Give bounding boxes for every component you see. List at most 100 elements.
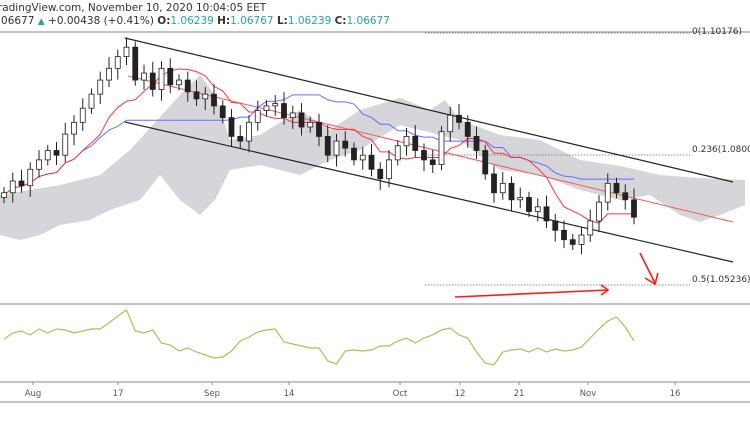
candle[interactable] [482,144,489,180]
candle[interactable] [307,116,314,133]
candle[interactable] [228,109,235,147]
channel-upper-line[interactable] [124,37,734,183]
candle[interactable] [438,126,445,171]
candle[interactable] [298,103,305,136]
triangle-up-icon: ▲ [37,17,45,27]
candle[interactable] [359,146,366,170]
candle[interactable] [263,100,270,117]
candle[interactable] [368,143,375,177]
candle[interactable] [53,142,60,166]
channel-lower-line[interactable] [124,121,734,263]
candle[interactable] [158,61,165,101]
candle-body [62,133,69,156]
candle[interactable] [342,131,349,157]
candle-body [351,147,357,161]
candle[interactable] [246,115,252,153]
candle[interactable] [578,226,585,255]
candle[interactable] [631,188,637,225]
candle[interactable] [272,95,279,116]
candle-body [613,182,620,194]
candle[interactable] [534,198,541,222]
candle[interactable] [132,41,139,86]
candle[interactable] [193,80,200,106]
candle[interactable] [97,71,104,105]
candle[interactable] [316,113,322,147]
candle[interactable] [254,100,261,131]
candle[interactable] [202,87,209,111]
candle[interactable] [281,92,287,125]
candle[interactable] [71,115,77,146]
candle[interactable] [569,234,576,251]
oscillator-line[interactable] [3,309,635,366]
candle[interactable] [613,177,620,199]
bearish-arrow[interactable] [639,252,659,286]
candle-body [631,199,637,218]
candle[interactable] [167,58,174,94]
candle-body [421,150,427,161]
candle[interactable] [491,165,497,203]
candle[interactable] [604,173,611,211]
candle[interactable] [543,195,550,228]
candle[interactable] [114,49,121,80]
candle[interactable] [149,61,156,97]
candle[interactable] [456,104,462,130]
candle[interactable] [386,150,392,188]
candle[interactable] [184,71,191,102]
low-value: 1.06239 [287,15,332,27]
candle[interactable] [123,37,130,66]
candle[interactable] [447,106,454,142]
candle[interactable] [211,84,217,115]
candle[interactable] [499,172,506,200]
candle-body [176,79,182,86]
candle-body [289,112,296,119]
candle[interactable] [62,122,69,163]
candle[interactable] [324,125,331,163]
candle[interactable] [429,150,436,174]
candle[interactable] [403,127,410,156]
channel-middle-line[interactable] [127,75,734,223]
candle[interactable] [18,169,25,193]
candle[interactable] [289,105,296,129]
candle[interactable] [27,162,34,197]
candle[interactable] [377,162,384,190]
candle[interactable] [333,134,340,167]
candle[interactable] [44,144,51,166]
candle[interactable] [421,143,427,172]
candle[interactable] [622,184,629,210]
candle[interactable] [237,125,244,149]
candle[interactable] [587,209,594,243]
candle[interactable] [141,64,147,90]
candle-body [596,201,602,222]
candle-body [254,110,261,123]
candle-body [622,192,629,201]
candle[interactable] [508,176,515,212]
candle[interactable] [219,100,226,124]
ichimoku-cloud [0,75,745,240]
candle[interactable] [176,74,182,91]
candle[interactable] [552,213,559,242]
candle[interactable] [9,172,16,203]
candle[interactable] [517,187,524,209]
divergence-arrow[interactable] [454,284,610,298]
candle[interactable] [36,150,42,178]
last-price: 1.06677 [0,15,35,27]
candle[interactable] [412,125,419,158]
candle-body [316,121,322,137]
candle[interactable] [561,220,567,249]
candle-body [141,72,147,81]
candle[interactable] [394,140,401,166]
candle[interactable] [79,98,86,131]
candle[interactable] [596,195,602,233]
candle[interactable] [1,187,7,204]
candle-body [534,206,541,212]
candle[interactable] [88,88,95,114]
candle-body [184,79,191,93]
candle[interactable] [473,126,480,159]
candle[interactable] [351,142,357,166]
candle[interactable] [526,191,532,218]
candle[interactable] [464,115,471,148]
candle[interactable] [106,57,112,88]
time-axis[interactable]: Aug 17 Sep 14 Oct 12 21 Nov 16 [25,382,681,399]
candle-body [412,136,419,151]
